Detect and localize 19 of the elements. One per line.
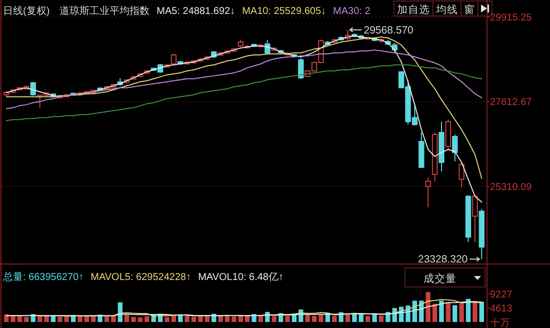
text: MAVOL10: 6.48亿↑ — [198, 272, 284, 283]
text: MA10: 25529.605↓ — [242, 6, 326, 17]
text: 总量: 663956270↑ — [2, 271, 84, 283]
annotation: 29568.570 — [364, 24, 414, 36]
annotation: 窗 — [464, 3, 475, 16]
y-tick-label: 4613 — [490, 303, 513, 314]
text: 日线(复权) 道琼斯工业平均指数 — [3, 5, 150, 17]
annotation: 均线 — [435, 3, 458, 16]
y-tick-label: 9227 — [490, 289, 513, 300]
annotation: 加自选 — [397, 3, 430, 16]
text: 成交量 — [424, 272, 456, 285]
y-tick-label: 25310.09 — [490, 182, 532, 193]
text: MA5: 24881.692↓ — [156, 6, 236, 17]
y-tick-label: 29915.25 — [490, 12, 532, 24]
y-tick-label: 27612.67 — [490, 97, 532, 108]
annotation: 23328.320 — [418, 254, 468, 266]
y-axis-title: 十万 — [490, 317, 510, 328]
text: MAVOL5: 629524228↑ — [90, 272, 192, 283]
text: MA30: 2 — [333, 6, 371, 17]
